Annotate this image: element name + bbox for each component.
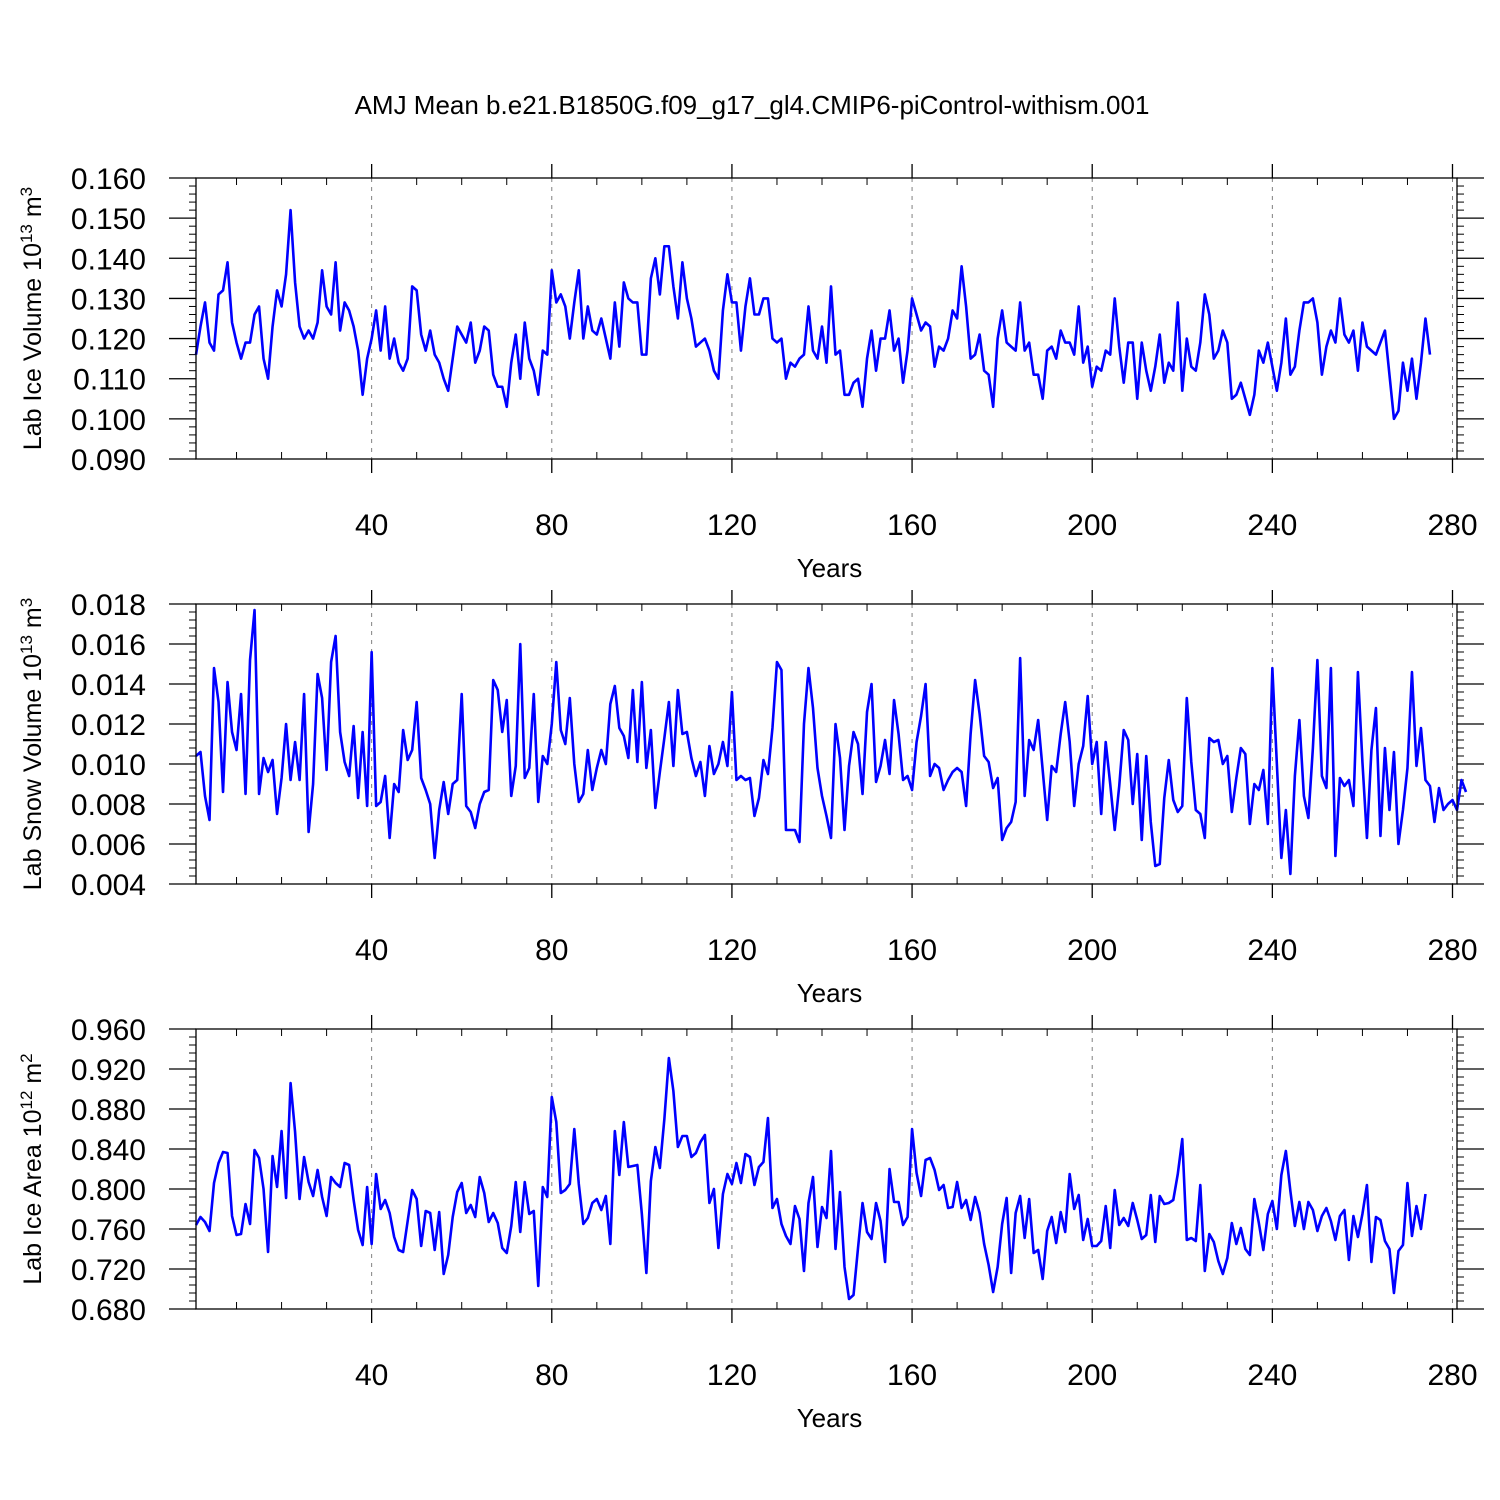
x-tick-label: 200 — [1067, 934, 1117, 967]
y-tick-label: 0.960 — [71, 1014, 146, 1047]
y-tick-label: 0.100 — [71, 404, 146, 437]
x-tick-label: 280 — [1427, 1359, 1477, 1392]
plot-frame — [195, 177, 1458, 460]
chart-panel-2: 40 80 120 160 200 240 280 0.004 0.006 0.008 0.010 0… — [17, 589, 1484, 1008]
y-tick-label: 0.840 — [71, 1134, 146, 1167]
y-axis-title: Lab Snow Volume 1013 m3 — [17, 598, 47, 890]
figure-title: AMJ Mean b.e21.B1850G.f09_g17_gl4.CMIP6-… — [355, 90, 1150, 120]
y-axis-title: Lab Ice Area 1012 m2 — [17, 1053, 47, 1284]
plot-frame — [195, 603, 1458, 885]
y-axis-title-part: 12 — [17, 1091, 36, 1110]
y-axis-title-part: Lab Ice Area 10 — [19, 1110, 47, 1285]
y-tick-label: 0.110 — [73, 364, 146, 397]
x-tick-label: 40 — [355, 1359, 388, 1392]
x-tick-label: 240 — [1247, 1359, 1297, 1392]
series-line-2 — [195, 608, 1468, 876]
x-tick-label: 200 — [1067, 509, 1117, 542]
y-axis-title-part: 3 — [17, 187, 36, 196]
y-axis-title-part: m — [19, 607, 47, 635]
x-tick-label: 120 — [707, 509, 757, 542]
y-tick-label: 0.090 — [71, 444, 146, 477]
y-tick-label: 0.016 — [71, 629, 146, 662]
x-tick-label: 80 — [535, 1359, 568, 1392]
y-tick-label: 0.120 — [71, 324, 146, 357]
y-tick-label: 0.012 — [71, 709, 146, 742]
x-tick-label: 80 — [535, 934, 568, 967]
y-tick-label: 0.130 — [71, 283, 146, 316]
y-tick-label: 0.920 — [71, 1054, 146, 1087]
y-tick-label: 0.010 — [71, 749, 146, 782]
series-line-3 — [194, 1056, 1427, 1301]
y-axis-title-part: Lab Snow Volume 10 — [19, 654, 47, 890]
y-tick-label: 0.160 — [71, 163, 146, 196]
y-tick-label: 0.720 — [71, 1254, 146, 1287]
y-axis-title-part: 13 — [17, 224, 36, 243]
x-tick-label: 40 — [355, 509, 388, 542]
y-tick-label: 0.018 — [71, 589, 146, 622]
chart-panel-1: 40 80 120 160 200 240 280 0.090 0.100 0.110 0.120 0… — [17, 163, 1484, 583]
x-axis-title: Years — [797, 553, 863, 583]
y-axis-title-part: m — [19, 196, 47, 224]
y-axis-title-part: 3 — [17, 598, 36, 607]
x-tick-label: 80 — [535, 509, 568, 542]
y-tick-label: 0.004 — [71, 869, 146, 902]
x-tick-label: 240 — [1247, 509, 1297, 542]
plot-frame — [195, 1028, 1458, 1310]
y-axis-title: Lab Ice Volume 1013 m3 — [17, 187, 47, 450]
chart-panel-3: 40 80 120 160 200 240 280 0.680 0.720 0.760 0.800 0… — [17, 1014, 1484, 1433]
y-axis-title-part: m — [19, 1063, 47, 1091]
y-tick-label: 0.800 — [71, 1174, 146, 1207]
y-tick-label: 0.680 — [71, 1294, 146, 1327]
x-tick-label: 160 — [887, 509, 937, 542]
y-tick-label: 0.760 — [71, 1214, 146, 1247]
x-tick-label: 200 — [1067, 1359, 1117, 1392]
x-tick-label: 120 — [707, 934, 757, 967]
x-tick-label: 160 — [887, 1359, 937, 1392]
x-tick-label: 280 — [1427, 509, 1477, 542]
y-tick-label: 0.014 — [71, 669, 146, 702]
x-tick-label: 240 — [1247, 934, 1297, 967]
x-tick-label: 280 — [1427, 934, 1477, 967]
y-axis-title-part: Lab Ice Volume 10 — [19, 243, 47, 450]
x-axis-title: Years — [797, 1403, 863, 1433]
x-tick-label: 160 — [887, 934, 937, 967]
y-tick-label: 0.880 — [71, 1094, 146, 1127]
y-axis-title-part: 2 — [17, 1053, 36, 1062]
y-tick-label: 0.150 — [71, 203, 146, 236]
y-axis-title-part: 13 — [17, 635, 36, 654]
x-tick-label: 40 — [355, 934, 388, 967]
x-axis-title: Years — [797, 978, 863, 1008]
x-tick-label: 120 — [707, 1359, 757, 1392]
series-line-1 — [194, 208, 1432, 421]
y-tick-label: 0.140 — [71, 243, 146, 276]
y-tick-label: 0.006 — [71, 829, 146, 862]
y-tick-label: 0.008 — [71, 789, 146, 822]
